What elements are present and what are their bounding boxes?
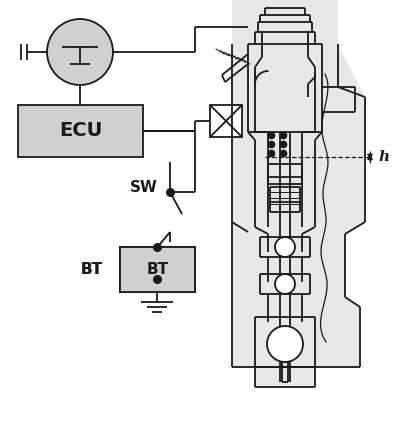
Circle shape [275,274,295,294]
Bar [210,105,242,137]
Text: h: h [378,150,389,164]
Text: BT: BT [146,262,169,277]
Circle shape [47,19,113,85]
Bar [18,105,143,157]
Bar [120,247,195,292]
Circle shape [267,326,303,362]
Bar [120,247,195,292]
Text: ECU: ECU [59,122,102,141]
Text: BT: BT [81,262,103,277]
Polygon shape [232,0,365,387]
Circle shape [275,237,295,257]
Text: BT: BT [81,262,103,277]
Text: SW: SW [130,181,158,195]
